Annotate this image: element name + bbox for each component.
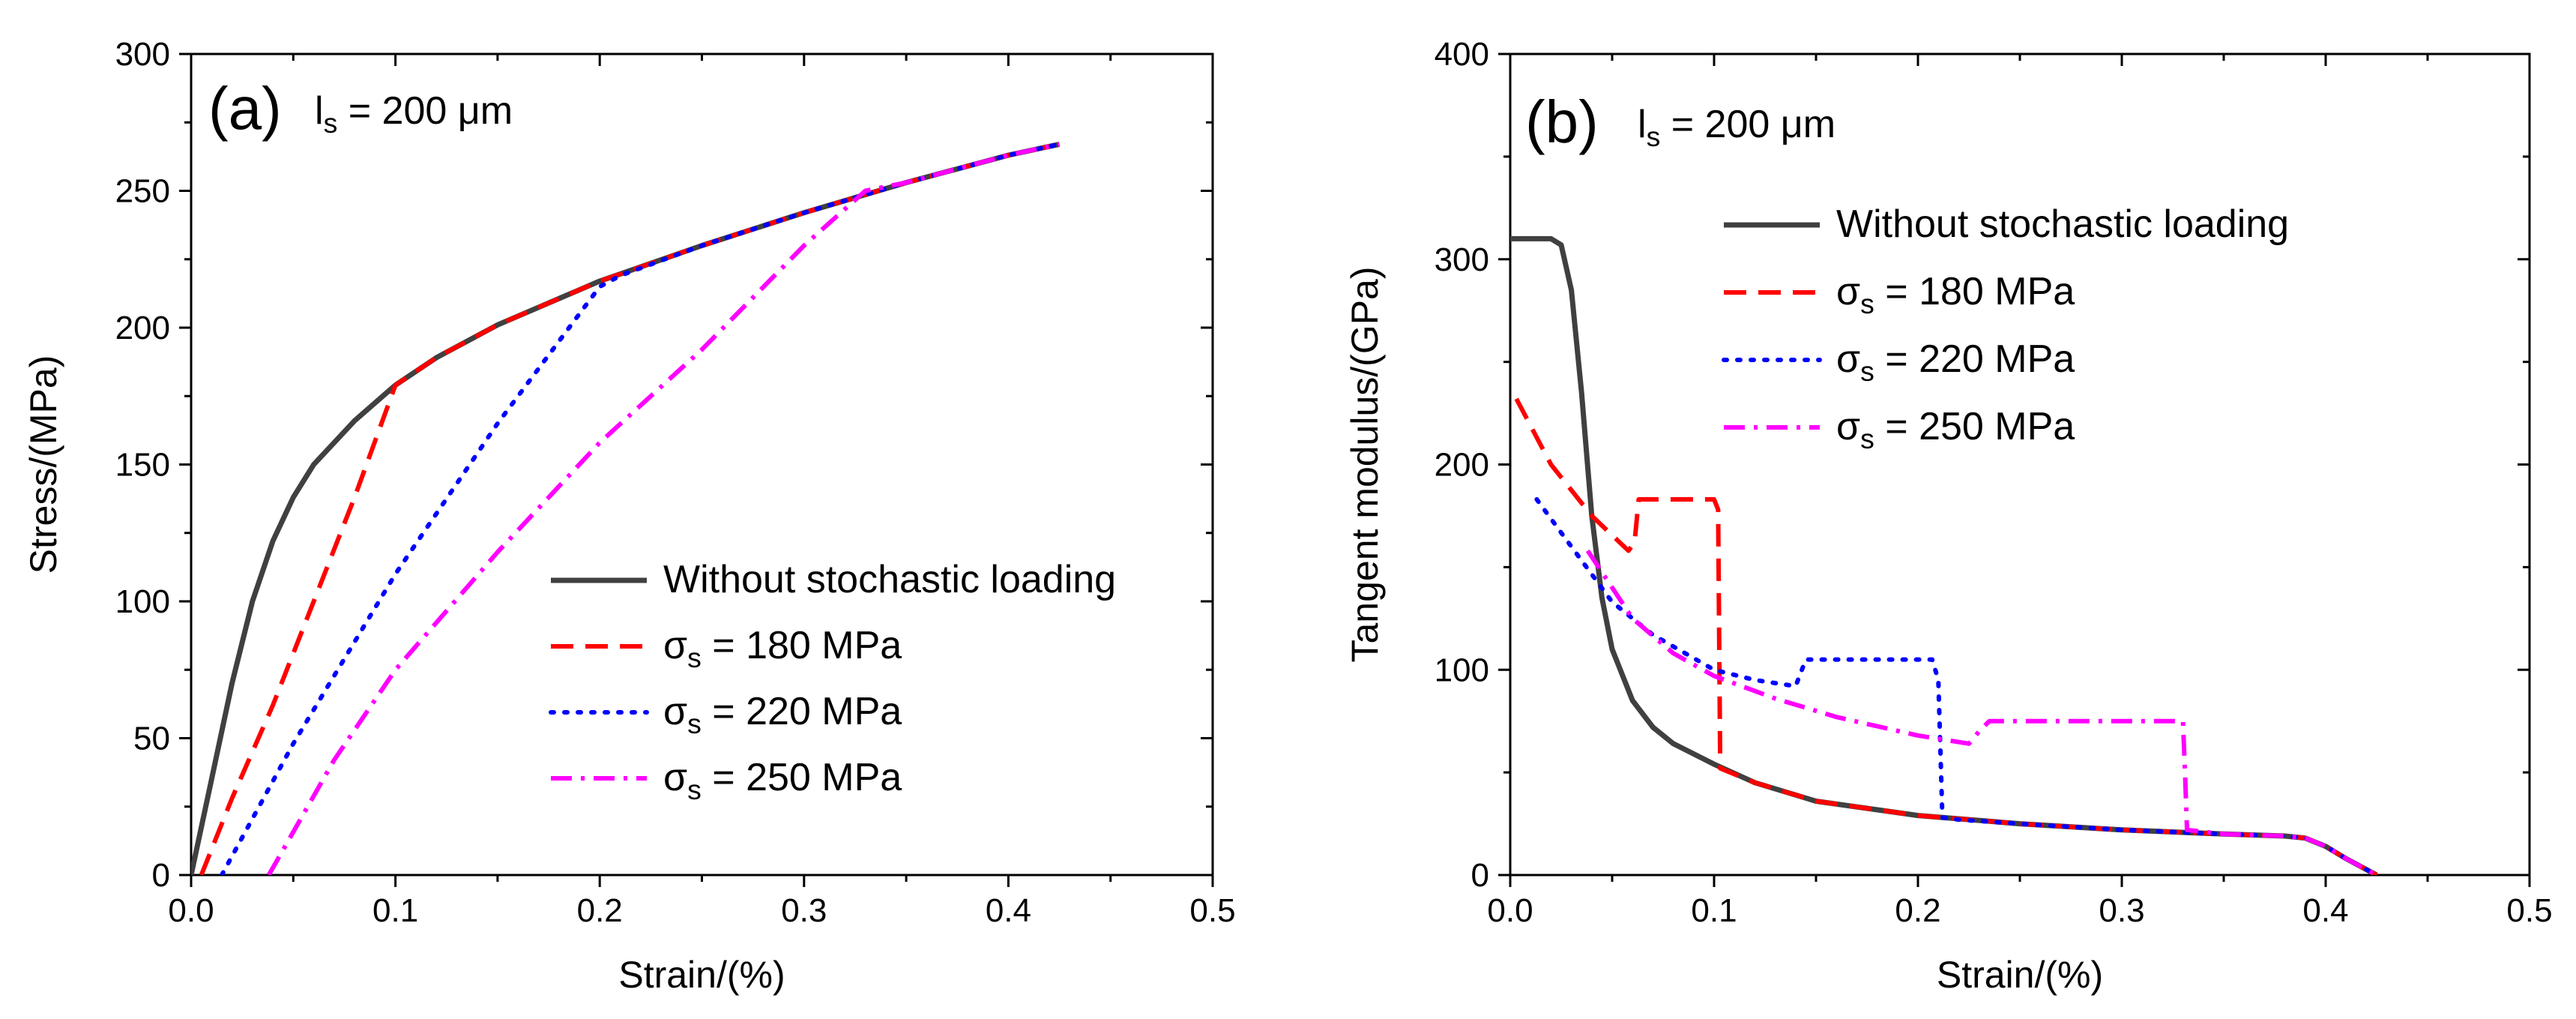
y-tick-label: 300 [115, 36, 170, 73]
chart-panel-b: 0.0 0.1 0.2 0.3 0.4 0.5 0 100 200 300 400 Strain/(%… [1344, 36, 2553, 996]
x-tick-label: 0.5 [2506, 892, 2552, 929]
x-tick-label: 0.4 [986, 892, 1031, 929]
x-axis-label: Strain/(%) [618, 954, 785, 996]
legend: Without stochastic loading σs = 180 MPa σs… [1722, 202, 2289, 454]
y-tick-label: 250 [115, 173, 170, 210]
x-tick-label: 0.0 [168, 892, 214, 929]
x-tick-label: 0.4 [2302, 892, 2348, 929]
legend: Without stochastic loading σs = 180 MPa σs… [549, 558, 1116, 805]
series-group [1510, 235, 2379, 875]
legend-label-3: σs = 250 MPa [663, 756, 902, 805]
chart-panel-a: 0.0 0.1 0.2 0.3 0.4 0.5 0 50 100 150 200 250 300 Stra… [22, 36, 1236, 996]
panel-label: (b) [1525, 88, 1599, 155]
series-line-3 [266, 142, 1061, 875]
y-tick-label: 100 [1435, 652, 1489, 688]
x-tick-label: 0.1 [372, 892, 418, 929]
y-tick-label: 400 [1435, 36, 1489, 73]
plot-frame [190, 52, 1214, 877]
legend-label-1: σs = 180 MPa [1836, 270, 2075, 319]
x-axis-label: Strain/(%) [1937, 954, 2103, 996]
legend-label-2: σs = 220 MPa [663, 690, 902, 739]
series-line-0 [191, 141, 1061, 875]
legend-label-0: Without stochastic loading [663, 558, 1116, 601]
y-tick-label: 0 [1471, 857, 1489, 894]
y-tick-label: 200 [1435, 447, 1489, 484]
series-line-1 [1514, 397, 2378, 875]
legend-label-3: σs = 250 MPa [1836, 405, 2075, 454]
series-line-3 [1585, 549, 2378, 875]
y-tick-label: 200 [115, 310, 170, 346]
series-line-2 [1534, 497, 2379, 875]
x-tick-label: 0.0 [1487, 892, 1533, 929]
legend-label-1: σs = 180 MPa [663, 624, 902, 673]
y-axis-label: Tangent modulus/(GPa) [1344, 266, 1386, 662]
panel-label: (a) [208, 75, 282, 142]
x-tick-label: 0.2 [577, 892, 623, 929]
length-scale-annotation: ls = 200 μm [1638, 103, 1836, 152]
x-tick-label: 0.1 [1691, 892, 1737, 929]
series-line-2 [219, 142, 1062, 875]
y-axis-label: Stress/(MPa) [22, 355, 64, 574]
x-tick-label: 0.2 [1895, 892, 1940, 929]
y-tick-label: 100 [115, 583, 170, 620]
legend-label-0: Without stochastic loading [1836, 202, 2289, 246]
y-tick-label: 0 [152, 857, 170, 894]
y-tick-label: 300 [1435, 241, 1489, 278]
legend-label-2: σs = 220 MPa [1836, 337, 2075, 387]
series-line-1 [199, 142, 1061, 875]
series-group [191, 141, 1062, 875]
x-tick-label: 0.3 [781, 892, 827, 929]
x-tick-label: 0.5 [1189, 892, 1235, 929]
plot-frame [1509, 52, 2531, 877]
length-scale-annotation: ls = 200 μm [315, 89, 513, 139]
y-tick-label: 50 [133, 721, 170, 757]
x-tick-label: 0.3 [2099, 892, 2144, 929]
y-tick-label: 150 [115, 447, 170, 484]
